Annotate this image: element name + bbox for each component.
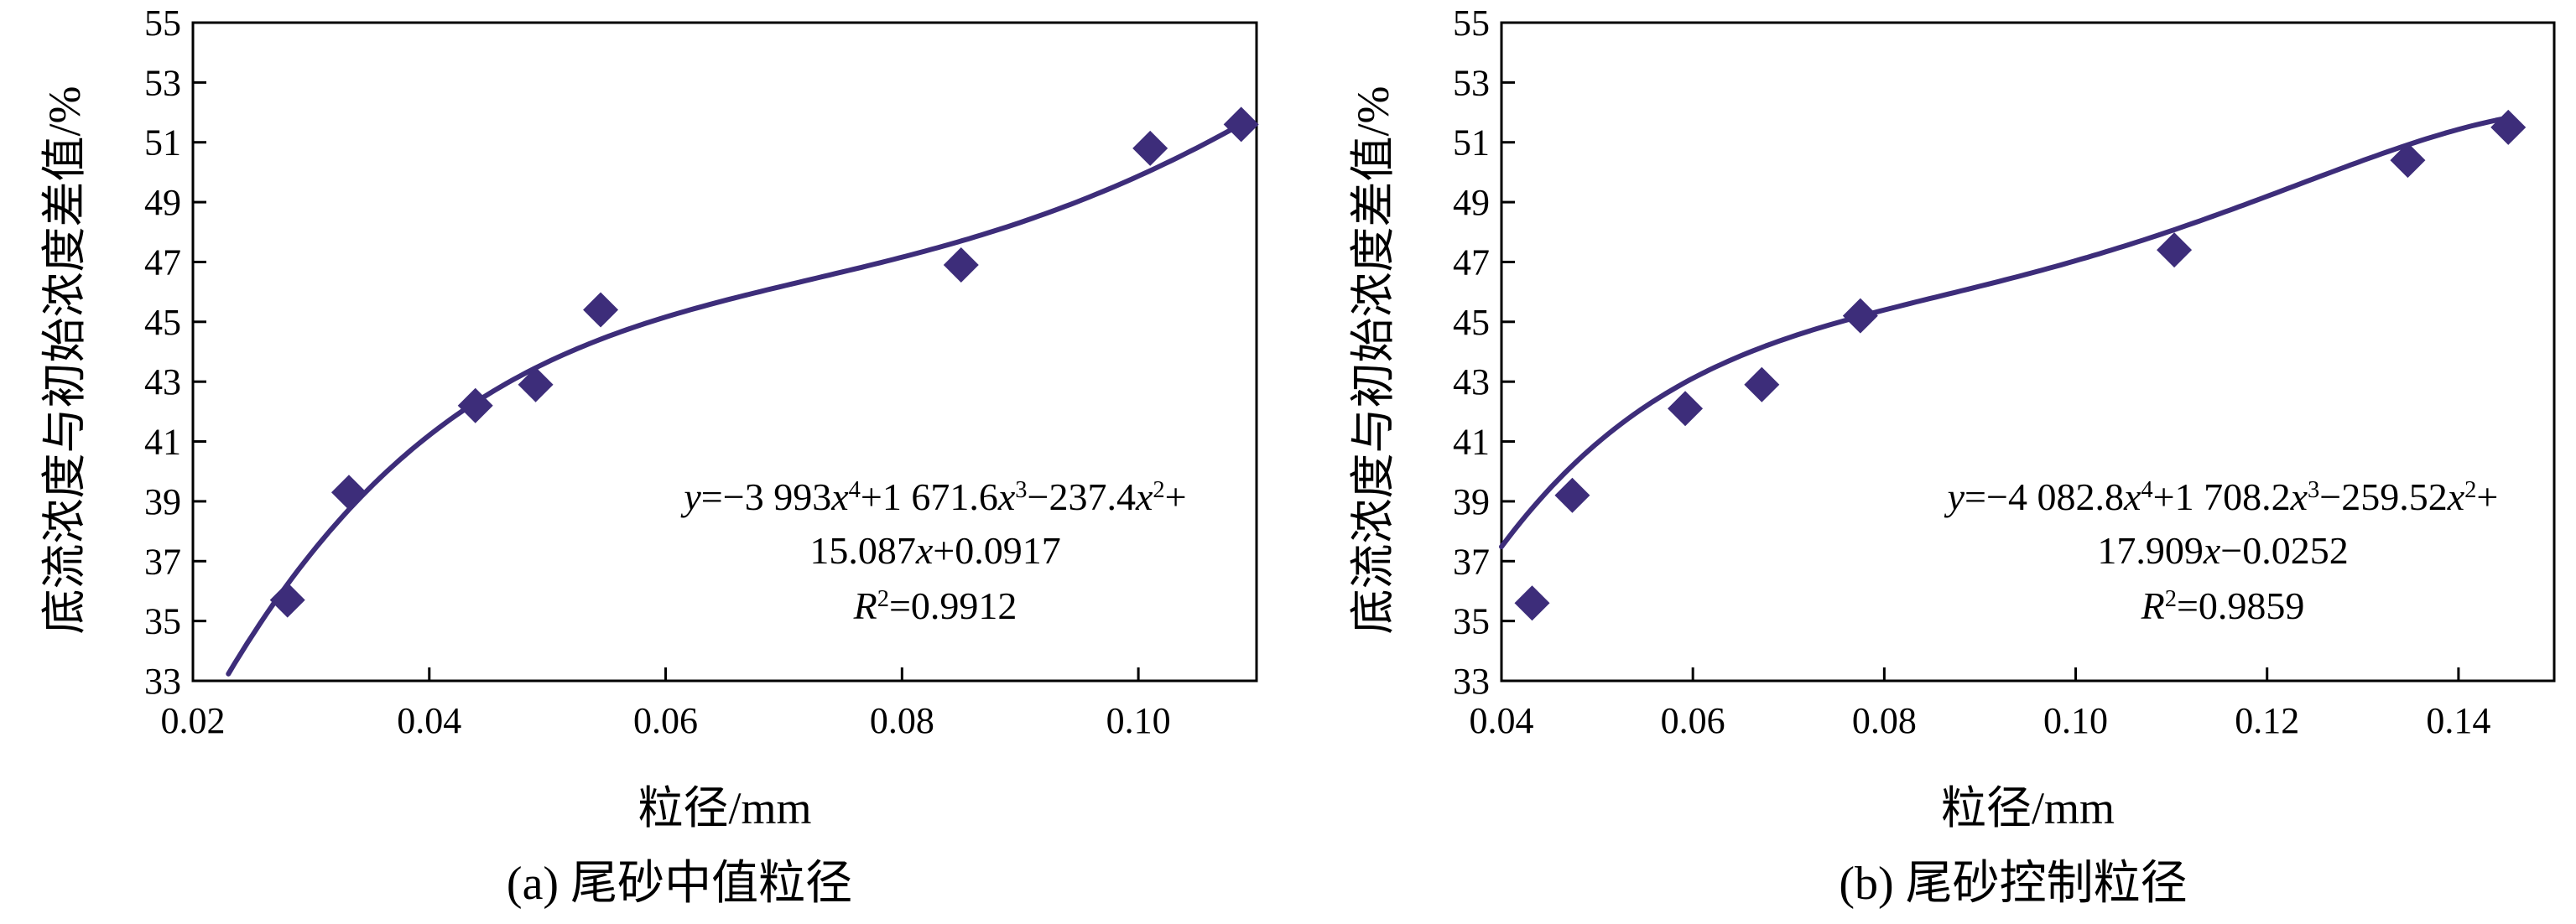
y-tick-label: 43	[144, 361, 181, 402]
x-tick-label: 0.14	[2426, 700, 2490, 741]
y-tick-label: 53	[144, 62, 181, 103]
y-axis-title: 底流浓度与初始浓度差值/%	[1348, 86, 1398, 635]
y-tick-label: 35	[1453, 601, 1490, 642]
x-tick-label: 0.10	[1106, 700, 1171, 741]
data-point	[1842, 298, 1878, 334]
y-tick-label: 51	[144, 122, 181, 164]
y-tick-label: 33	[1453, 661, 1490, 702]
x-tick-label: 0.04	[397, 700, 461, 741]
y-tick-label: 33	[144, 661, 181, 702]
y-tick-label: 51	[1453, 122, 1490, 164]
panel-caption: (a) 尾砂中值粒径	[507, 858, 852, 910]
fit-curve	[226, 122, 1244, 677]
x-tick-label: 0.10	[2043, 700, 2108, 741]
equation-line-2: 15.087x+0.0917	[809, 529, 1060, 572]
x-axis-title: 粒径/mm	[637, 783, 811, 833]
plot-frame	[1500, 21, 2556, 683]
y-tick-label: 37	[1453, 541, 1490, 582]
equation-line-1: y=−3 993x4+1 671.6x3−237.4x2+	[680, 475, 1186, 518]
x-tick-label: 0.04	[1470, 700, 1534, 741]
r-squared-label: R2=0.9859	[2141, 584, 2305, 627]
data-point	[2157, 232, 2193, 268]
equation-line-1: y=−4 082.8x4+1 708.2x3−259.52x2+	[1944, 475, 2499, 518]
data-point	[583, 292, 619, 328]
data-point	[1668, 391, 1704, 427]
data-point	[1514, 585, 1550, 621]
y-tick-label: 39	[144, 481, 181, 522]
data-point	[330, 475, 367, 511]
y-axis-title: 底流浓度与初始浓度差值/%	[39, 86, 90, 635]
y-tick-label: 55	[1453, 3, 1490, 44]
chart-panel-b: 33 35 37 39 41 43 45 47 49 51 53 55 0.04 0.06 0.08 0.10…	[1348, 3, 2556, 910]
data-point	[1223, 106, 1259, 143]
panel-caption: (b) 尾砂控制粒径	[1839, 858, 2187, 910]
data-point	[1744, 366, 1780, 402]
plot-frame	[191, 21, 1258, 683]
data-point	[2390, 143, 2426, 179]
x-tick-label: 0.06	[1661, 700, 1725, 741]
data-point	[1132, 130, 1168, 166]
y-tick-label: 41	[1453, 422, 1490, 463]
y-tick-label: 53	[1453, 62, 1490, 103]
x-tick-label: 0.06	[633, 700, 698, 741]
data-point	[1554, 477, 1590, 513]
data-point	[457, 387, 493, 423]
x-tick-label: 0.08	[1852, 700, 1917, 741]
y-tick-label: 45	[144, 302, 181, 343]
y-tick-label: 43	[1453, 361, 1490, 402]
y-tick-label: 35	[144, 601, 181, 642]
chart-panel-a: 33 35 37 39 41 43 45 47 49 51 53 55 0.02 0.04 0.06 0.08…	[39, 3, 1259, 910]
x-axis-title: 粒径/mm	[1941, 783, 2115, 833]
y-tick-label: 49	[144, 182, 181, 223]
x-tick-label: 0.02	[161, 700, 226, 741]
data-point	[2490, 109, 2527, 145]
r-squared-label: R2=0.9912	[853, 584, 1017, 627]
y-tick-label: 47	[1453, 241, 1490, 283]
y-tick-label: 39	[1453, 481, 1490, 522]
x-tick-label: 0.08	[870, 700, 934, 741]
data-point	[269, 582, 305, 618]
data-point	[943, 247, 979, 283]
x-tick-label: 0.12	[2235, 700, 2299, 741]
equation-line-2: 17.909x−0.0252	[2097, 529, 2348, 572]
y-tick-label: 45	[1453, 302, 1490, 343]
fit-curve	[1499, 115, 2511, 550]
y-tick-label: 47	[144, 241, 181, 283]
y-tick-label: 37	[144, 541, 181, 582]
data-point	[518, 366, 554, 402]
y-tick-label: 41	[144, 422, 181, 463]
y-tick-label: 55	[144, 3, 181, 44]
y-tick-label: 49	[1453, 182, 1490, 223]
